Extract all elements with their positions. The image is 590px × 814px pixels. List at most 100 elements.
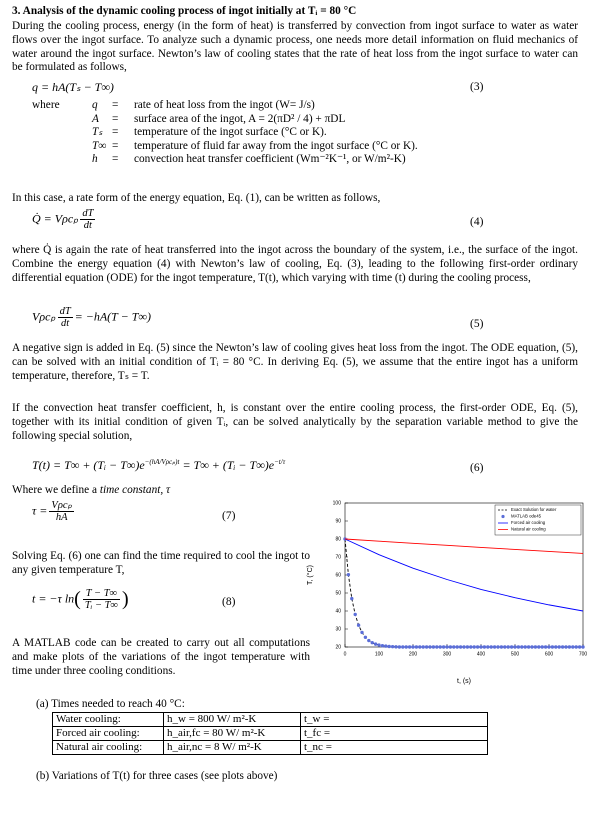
- marker: [482, 645, 487, 649]
- fraction: dT dt: [80, 208, 96, 231]
- y-tick-label: 50: [335, 590, 341, 596]
- marker: [384, 644, 388, 648]
- eq-part: = T∞ + (Tᵢ − T∞)e: [179, 458, 275, 472]
- marker: [387, 644, 391, 649]
- cell: Forced air cooling:: [52, 726, 164, 741]
- y-tick-label: 90: [335, 518, 341, 524]
- marker: [373, 642, 378, 646]
- equation: τ = Vρcₚ hA: [32, 500, 76, 523]
- marker: [462, 645, 466, 649]
- marker: [530, 645, 534, 649]
- marker: [475, 645, 480, 649]
- where-equals: =: [112, 126, 119, 138]
- y-tick-label: 80: [335, 536, 341, 542]
- eq-part: t = −τ ln: [32, 591, 75, 606]
- where-symbol: q: [92, 99, 98, 111]
- where-equals: =: [112, 139, 119, 152]
- cell: h_air,fc = 80 W/ m²-K: [163, 726, 301, 741]
- marker: [414, 645, 419, 649]
- denominator: dt: [83, 220, 92, 231]
- text: time constant, τ: [99, 484, 171, 496]
- marker: [499, 645, 504, 649]
- marker: [560, 645, 565, 649]
- equation-number: (4): [470, 216, 484, 228]
- where-definition: temperature of the ingot surface (°C or …: [134, 126, 327, 138]
- paragraph: If the convection heat transfer coeffici…: [12, 402, 578, 442]
- marker: [543, 645, 548, 649]
- x-tick-label: 0: [344, 651, 347, 657]
- where-definition: temperature of fluid far away from the i…: [134, 139, 418, 152]
- marker: [564, 645, 568, 649]
- marker: [550, 645, 555, 649]
- equation: Vρcₚ dT dt = −hA(T − T∞): [32, 306, 151, 329]
- marker: [356, 623, 361, 627]
- where-definition: convection heat transfer coefficient (Wm…: [134, 153, 406, 165]
- marker: [533, 645, 538, 649]
- marker: [380, 644, 385, 648]
- part-label: (a) Times needed to reach 40 °C:: [36, 698, 185, 710]
- marker: [577, 645, 582, 649]
- cell: h_w = 800 W/ m²-K: [163, 712, 301, 727]
- cell: t_w =: [300, 712, 488, 727]
- x-tick-label: 600: [545, 651, 554, 657]
- marker: [486, 645, 490, 649]
- marker: [435, 645, 439, 649]
- paragraph: Solving Eq. (6) one can find the time re…: [12, 550, 310, 576]
- marker: [547, 645, 551, 649]
- numerator: dT: [57, 306, 73, 318]
- marker: [448, 645, 453, 649]
- y-tick-label: 30: [335, 626, 341, 632]
- equation: q = hA(Tₛ − T∞): [32, 80, 114, 94]
- where-definition: rate of heat loss from the ingot (W= J/s…: [134, 99, 315, 111]
- results-table: Water cooling: h_w = 800 W/ m²-K t_w = For…: [52, 712, 488, 755]
- where-equals: =: [112, 153, 119, 165]
- marker: [492, 645, 497, 649]
- marker: [516, 645, 521, 649]
- marker: [431, 645, 436, 649]
- y-tick-label: 100: [333, 500, 342, 506]
- where-symbol: Tₛ: [92, 126, 103, 138]
- marker: [367, 638, 371, 643]
- marker: [397, 645, 402, 649]
- series-line: [344, 538, 584, 554]
- where-symbol: h: [92, 153, 98, 165]
- marker: [353, 612, 357, 617]
- fraction: dT dt: [57, 306, 73, 329]
- marker: [404, 645, 408, 649]
- paragraph: where Q̇ is again the rate of heat trans…: [12, 244, 578, 284]
- where-symbol: A: [92, 112, 99, 125]
- marker: [407, 645, 412, 649]
- equation: T(t) = T∞ + (Tᵢ − T∞)e−(hA/Vρcₚ)t = T∞ +…: [32, 458, 285, 473]
- y-tick-label: 70: [335, 554, 341, 560]
- legend-label: Forced air cooling: [511, 520, 546, 525]
- fraction: T − T∞ Tᵢ − T∞: [82, 588, 121, 611]
- numerator: Vρcₚ: [49, 500, 75, 512]
- paragraph: A MATLAB code can be created to carry ou…: [12, 637, 310, 677]
- cell: Natural air cooling:: [52, 740, 164, 755]
- marker: [465, 645, 470, 649]
- marker: [520, 645, 524, 649]
- legend-box: [494, 504, 582, 536]
- marker: [421, 645, 425, 649]
- marker: [455, 645, 459, 649]
- eq-part: Vρcₚ: [32, 309, 56, 324]
- y-tick-label: 40: [335, 608, 341, 614]
- eq-part: Q̇ = Vρcₚ: [32, 211, 79, 226]
- marker: [557, 645, 561, 649]
- paragraph: During the cooling process, energy (in t…: [12, 20, 578, 74]
- marker: [438, 645, 442, 649]
- marker: [424, 645, 429, 649]
- paragraph: Where we define a time constant, τ: [12, 484, 578, 498]
- where-equals: =: [112, 99, 119, 111]
- equation-number: (6): [470, 462, 484, 474]
- text: Where we define a: [12, 484, 100, 496]
- legend-label: Natural air cooling: [511, 527, 546, 532]
- legend-marker: [501, 514, 505, 519]
- y-axis-label: T, (°C): [306, 565, 314, 585]
- denominator: dt: [61, 318, 70, 329]
- where-definition: surface area of the ingot, A = 2(πD² / 4…: [134, 112, 346, 125]
- marker: [377, 643, 381, 647]
- marker: [489, 645, 493, 649]
- cell: Water cooling:: [52, 712, 164, 727]
- cell: t_fc =: [300, 726, 488, 741]
